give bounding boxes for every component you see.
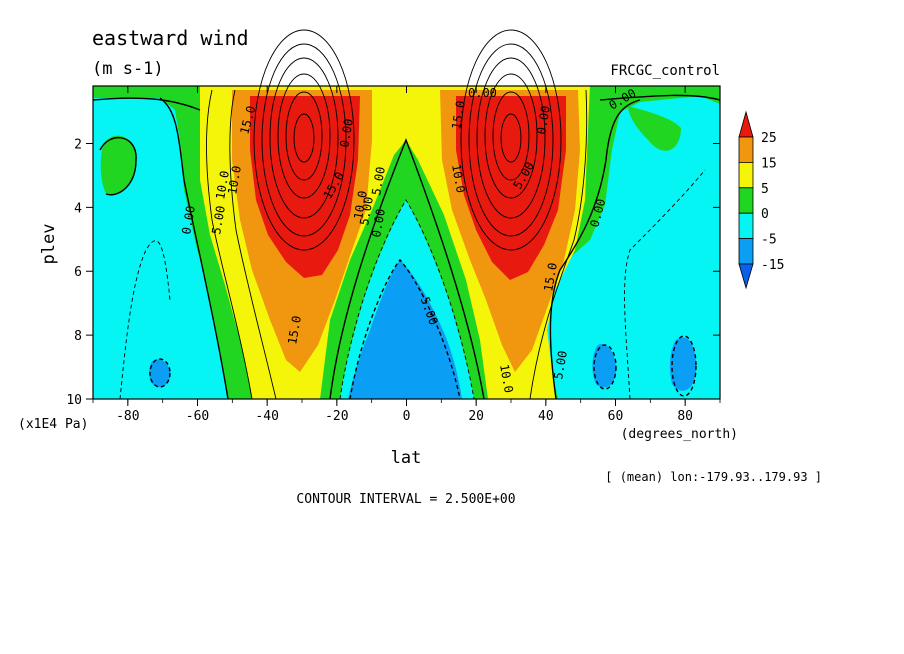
chart-title: eastward wind: [92, 26, 249, 50]
contour-label: 5.00: [551, 350, 570, 381]
x-axis-units: (degrees_north): [621, 427, 738, 442]
contour-label: 0.00: [337, 118, 356, 149]
colorbar-top-arrow: [738, 110, 754, 138]
colorbar-swatch: [738, 187, 754, 214]
red-jet-right: [456, 96, 566, 280]
y-axis-ticks: 2 4 6 8 10: [66, 137, 720, 408]
contour-label: 10.0: [449, 163, 468, 194]
y-tick-label: 10: [66, 393, 82, 408]
y-tick-label: 4: [74, 201, 82, 216]
x-tick-label: -60: [186, 409, 209, 424]
colorbar-swatch: [738, 238, 754, 265]
colorbar-label: 25: [761, 131, 777, 146]
contour-interval-note: CONTOUR INTERVAL = 2.500E+00: [296, 492, 515, 507]
x-tick-label: 80: [677, 409, 693, 424]
contour-label: 0.00: [534, 105, 553, 136]
contour-label: 0.00: [179, 205, 198, 236]
green-patch-left: [100, 135, 137, 195]
colorbar-swatch: [738, 161, 754, 189]
contour-label: 15.0: [285, 315, 304, 346]
x-tick-label: 0: [403, 409, 411, 424]
colorbar-swatch: [738, 136, 754, 163]
contour-label: 10.0: [225, 165, 244, 196]
contour-label: 15.0: [449, 100, 468, 131]
colorbar-label: -15: [761, 258, 784, 273]
x-tick-label: 20: [468, 409, 484, 424]
contour-label: 10.0: [213, 170, 232, 201]
contour-label: 0.00: [369, 208, 388, 239]
x-tick-label: 60: [608, 409, 624, 424]
x-tick-label: -20: [325, 409, 348, 424]
case-label: FRCGC_control: [610, 63, 720, 79]
colorbar-label: 0: [761, 207, 769, 222]
x-tick-label: -40: [255, 409, 278, 424]
blue-easterly-core: [348, 260, 462, 399]
x-axis-ticks: -80 -60 -40 -20 0 20 40 60 80: [92, 86, 721, 424]
red-jet-left: [250, 96, 360, 278]
blue-patch-left: [149, 359, 171, 388]
contour-label: 5.00: [357, 196, 376, 227]
green-patch-right: [628, 106, 681, 151]
colorbar: 25 15 5 0 -5 -15: [738, 110, 784, 290]
y-tick-label: 2: [74, 137, 82, 152]
colorbar-label: 15: [761, 156, 777, 171]
contour-label: 5.00: [369, 166, 388, 197]
y-axis-units: (x1E4 Pa): [18, 417, 88, 432]
plot-area: 15.0 10.0 5.00 0.00 0.00 15.0 10.0 5.00 …: [66, 29, 721, 424]
y-axis-label: plev: [39, 224, 59, 265]
x-axis-label: lat: [391, 448, 422, 468]
chart-units: (m s-1): [92, 59, 164, 79]
colorbar-label: -5: [761, 233, 777, 248]
blue-patch-right-1: [592, 344, 616, 388]
contour-label: 10.0: [351, 190, 370, 221]
colorbar-bottom-arrow: [738, 263, 754, 290]
averaging-note: [ (mean) lon:-179.93..179.93 ]: [605, 470, 822, 484]
y-tick-label: 6: [74, 265, 82, 280]
colorbar-swatch: [738, 212, 754, 239]
colorbar-label: 5: [761, 182, 769, 197]
blue-patch-right-2: [669, 337, 697, 391]
contour-lines: [92, 29, 721, 400]
contour-label: 10.0: [497, 363, 516, 394]
x-tick-label: -80: [116, 409, 139, 424]
contour-label: 0.00: [468, 86, 497, 100]
x-tick-label: 40: [538, 409, 554, 424]
contour-label: 15.0: [541, 262, 560, 293]
y-tick-label: 8: [74, 329, 82, 344]
contour-label: 5.00: [209, 205, 228, 236]
